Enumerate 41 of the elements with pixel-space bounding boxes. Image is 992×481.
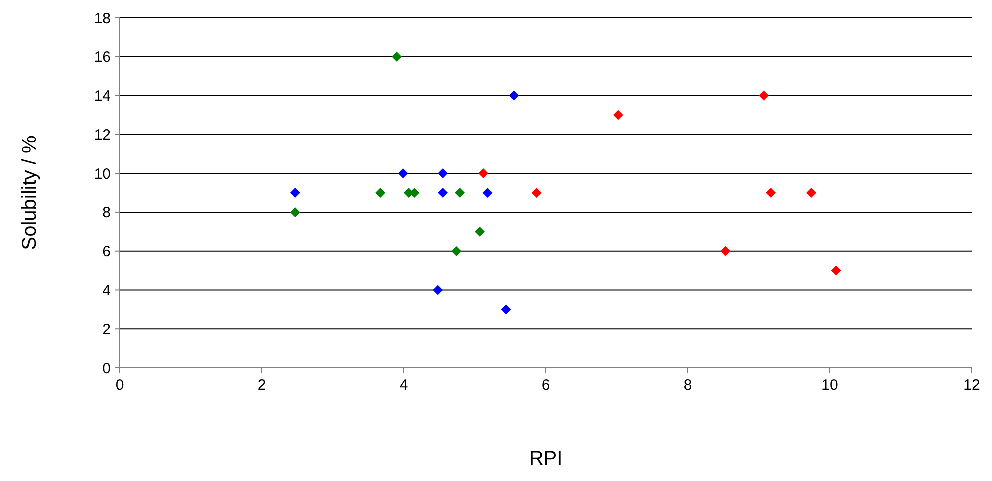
x-tick-label: 2 (258, 377, 266, 394)
point (720, 246, 731, 256)
point (392, 52, 402, 62)
y-tick-label: 10 (94, 166, 111, 183)
x-tick-label: 0 (116, 377, 124, 394)
point (501, 304, 512, 315)
y-tick-label: 2 (102, 321, 111, 338)
point (474, 226, 485, 237)
point (438, 168, 448, 179)
x-tick-label: 10 (822, 377, 838, 394)
point (433, 285, 444, 296)
x-tick-label: 12 (964, 377, 980, 394)
y-axis-title: Solubility / % (19, 136, 41, 250)
point (290, 207, 300, 218)
y-tick-label: 4 (102, 282, 111, 300)
y-tick-label: 16 (94, 49, 111, 66)
point (532, 188, 542, 198)
y-tick-label: 18 (94, 10, 111, 28)
point (376, 188, 386, 198)
point (438, 188, 448, 198)
point (398, 168, 408, 179)
point (831, 266, 842, 276)
point (455, 188, 466, 198)
point (509, 90, 520, 101)
x-tick-label: 4 (400, 377, 408, 394)
y-tick-label: 14 (94, 88, 111, 106)
point (613, 110, 624, 120)
y-tick-label: 0 (102, 360, 111, 378)
x-tick-label: 6 (542, 377, 550, 394)
x-axis-title: RPI (529, 448, 563, 470)
y-tick-label: 12 (94, 126, 111, 144)
point (766, 188, 776, 198)
point (758, 90, 769, 101)
point (290, 188, 300, 198)
point (806, 188, 817, 198)
point (482, 188, 493, 198)
y-tick-label: 8 (102, 204, 111, 222)
y-tick-label: 6 (102, 244, 111, 261)
point (478, 168, 489, 179)
point (452, 246, 462, 256)
x-tick-label: 8 (684, 377, 692, 394)
